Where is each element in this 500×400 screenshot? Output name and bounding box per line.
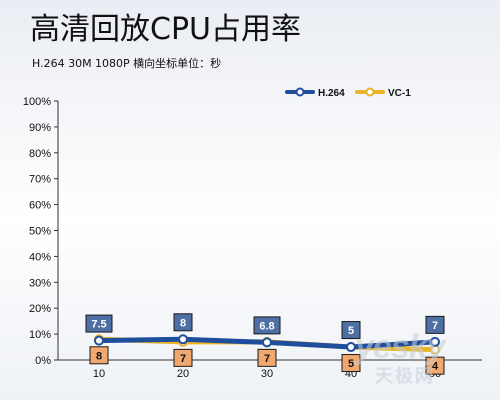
data-point: [94, 335, 104, 346]
series-layer: [94, 334, 440, 355]
x-tick-label: 20: [177, 368, 189, 380]
y-tick-label: 10%: [29, 329, 51, 341]
data-point: [178, 334, 188, 345]
data-label-box: [89, 346, 109, 365]
data-label: 7: [432, 320, 438, 332]
y-tick-label: 70%: [29, 174, 51, 186]
data-label-box: [341, 321, 361, 340]
data-label: 4: [432, 361, 439, 373]
y-tick-label: 20%: [29, 303, 51, 315]
legend-label: H.264: [318, 88, 345, 99]
legend-label: VC-1: [388, 88, 411, 99]
data-label: 8: [96, 350, 102, 362]
data-label-box: [257, 348, 277, 367]
legend-swatch-marker: [295, 87, 305, 97]
legend-swatch-marker: [365, 87, 375, 97]
data-point: [262, 337, 272, 348]
data-label-box: [253, 316, 281, 335]
data-label: 7.5: [91, 319, 106, 331]
data-label-box: [341, 354, 361, 373]
legend: H.264 VC-1: [285, 87, 411, 99]
data-label-box: [85, 314, 113, 333]
y-tick-label: 80%: [29, 148, 51, 160]
data-labels: 7.5 8 6.8 5 7 8 7 7 5 4: [85, 313, 445, 375]
data-label-box: [425, 356, 445, 375]
x-tick-label: 30: [261, 368, 273, 380]
y-tick-label: 50%: [29, 226, 51, 238]
y-tick-label: 40%: [29, 251, 51, 263]
chart-subtitle: H.264 30M 1080P 横向坐标单位：秒: [32, 57, 222, 70]
data-point: [430, 336, 440, 347]
x-tick-label: 10: [93, 368, 105, 380]
y-tick-label: 60%: [29, 200, 51, 212]
chart-title: 高清回放CPU占用率: [30, 12, 301, 47]
y-axis: 0% 10% 20% 30% 40% 50% 60% 70% 80% 90% 100%: [23, 96, 59, 367]
data-label: 7: [264, 353, 270, 365]
y-tick-label: 30%: [29, 277, 51, 289]
y-tick-label: 100%: [23, 96, 51, 108]
data-label: 5: [348, 358, 354, 370]
y-tick-label: 90%: [29, 122, 51, 134]
data-point: [346, 342, 356, 353]
data-label: 8: [180, 317, 186, 329]
data-label-box: [173, 313, 193, 332]
data-label: 7: [180, 353, 186, 365]
y-tick-label: 0%: [35, 355, 51, 367]
data-label: 6.8: [259, 320, 274, 332]
data-label-box: [173, 348, 193, 367]
data-label-box: [425, 315, 445, 334]
data-label: 5: [348, 325, 354, 337]
